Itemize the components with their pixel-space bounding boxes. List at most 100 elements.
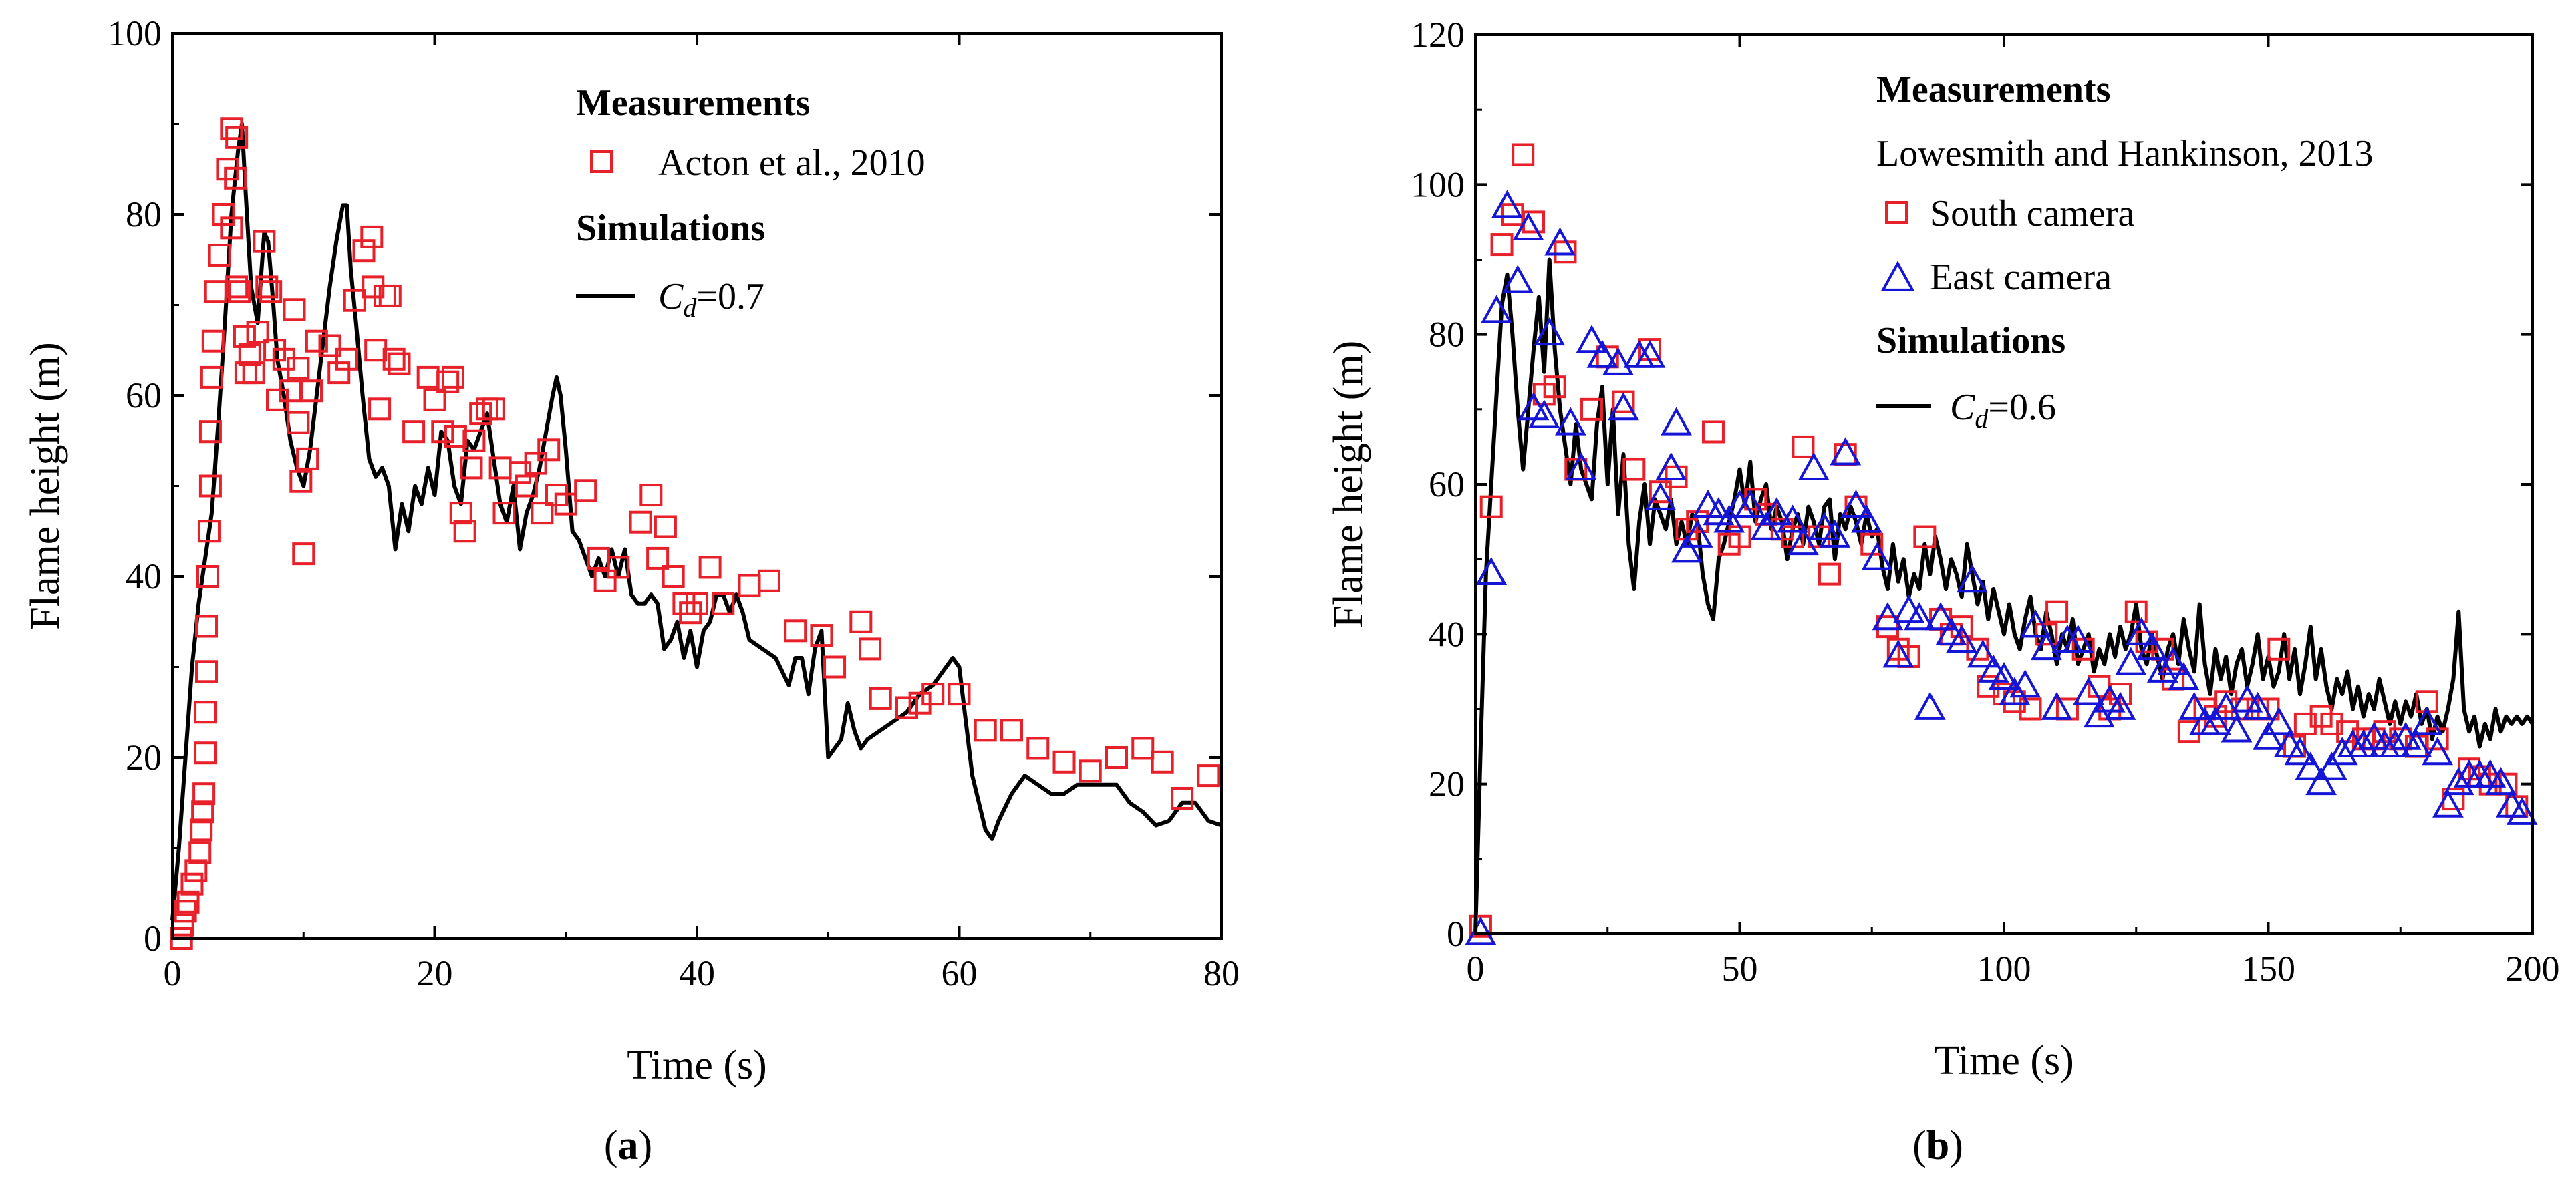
square-marker: [712, 592, 735, 615]
triangle-marker: [2347, 729, 2380, 757]
chart-b-legend-east-label: East camera: [1930, 257, 2112, 298]
chart-b-panel-label: (b): [1912, 1123, 1963, 1168]
triangle-marker: [1787, 527, 1819, 556]
triangle-marker: [2379, 729, 2411, 757]
triangle-marker: [1798, 452, 1830, 480]
triangle-marker: [2083, 699, 2115, 728]
square-marker: [757, 569, 780, 592]
square-marker: [469, 402, 492, 426]
triangle-marker: [1967, 639, 1999, 668]
square-marker: [1512, 143, 1535, 166]
b-x-tick-label: 0: [1467, 949, 1485, 989]
triangle-marker: [2126, 617, 2158, 645]
triangle-marker: [1681, 519, 1713, 548]
square-marker: [462, 429, 486, 452]
square-marker: [225, 126, 249, 149]
square-marker: [859, 637, 882, 661]
square-marker: [318, 334, 341, 357]
chart-a-legend-simulations-header: Simulations: [576, 208, 765, 249]
square-marker: [1171, 786, 1194, 810]
triangle-marker: [1830, 437, 1862, 466]
triangle-marker: [1904, 602, 1935, 631]
square-marker: [1580, 397, 1604, 421]
square-marker: [2214, 690, 2238, 713]
chart-a-legend-simulation-label: Cd=0.7: [658, 276, 764, 323]
square-marker: [921, 683, 945, 706]
triangle-marker: [1534, 317, 1566, 346]
square-marker: [200, 365, 223, 389]
square-marker: [531, 502, 554, 525]
chart-a-panel-letter: a: [618, 1123, 639, 1168]
square-marker: [607, 556, 630, 579]
a-x-tick-label: 60: [942, 953, 978, 993]
triangle-marker: [2115, 647, 2147, 675]
triangle-marker: [1634, 339, 1666, 368]
square-marker: [194, 741, 217, 765]
triangle-marker: [1671, 534, 1703, 563]
square-marker: [869, 687, 892, 710]
triangle-marker: [2506, 796, 2538, 825]
square-marker: [343, 289, 366, 312]
b-y-tick-label: 20: [1429, 764, 1465, 804]
square-marker: [292, 542, 315, 566]
square-marker: [449, 502, 472, 525]
square-marker: [246, 321, 269, 344]
square-marker: [184, 859, 208, 882]
triangle-marker: [2305, 766, 2337, 796]
square-marker: [810, 624, 833, 647]
triangle-marker: [1528, 399, 1560, 428]
square-marker: [195, 615, 219, 638]
square-marker: [1479, 495, 1503, 518]
triangle-marker: [2157, 647, 2189, 675]
a-x-tick-label: 0: [164, 953, 182, 993]
chart-a-panel-label: (a): [604, 1123, 652, 1168]
triangle-marker: [2009, 669, 2041, 698]
square-marker: [515, 474, 538, 498]
chart-a-legend: Measurements Acton et al., 2010 Simulati…: [576, 82, 925, 323]
triangle-marker: [1882, 639, 1914, 668]
square-marker: [283, 298, 306, 321]
chart-b-legend-source-label: Lowesmith and Hankinson, 2013: [1876, 133, 2373, 174]
triangle-marker: [1777, 504, 1808, 533]
triangle-marker: [1481, 295, 1513, 323]
triangle-marker: [2295, 751, 2327, 780]
square-marker: [1792, 435, 1815, 458]
a-x-tick-label: 40: [679, 953, 715, 993]
triangle-marker: [1957, 564, 1988, 593]
square-marker: [574, 479, 597, 502]
square-marker: [2019, 697, 2042, 721]
chart-b-legend-simulation-label: Cd=0.6: [1950, 387, 2056, 434]
square-marker: [593, 569, 617, 592]
square-marker: [287, 357, 310, 380]
series-line: [1473, 257, 2535, 935]
triangle-marker: [2411, 707, 2443, 735]
square-marker: [431, 420, 454, 444]
chart-b-legend-triangle-marker: [1880, 261, 1915, 291]
square-marker: [1612, 390, 1635, 413]
b-y-tick-label: 0: [1447, 914, 1465, 954]
triangle-marker: [2253, 721, 2284, 750]
triangle-marker: [2073, 677, 2104, 705]
triangle-marker: [1602, 347, 1634, 375]
a-y-tick-label: 80: [126, 194, 162, 234]
square-marker: [352, 239, 376, 263]
triangle-marker: [2136, 632, 2168, 661]
square-marker: [646, 546, 670, 570]
square-marker: [289, 470, 313, 493]
square-marker: [1151, 750, 1174, 774]
triangle-marker: [2168, 661, 2200, 691]
square-marker: [378, 284, 402, 307]
cd-symbol: C: [1950, 387, 1975, 428]
square-marker: [1000, 719, 1023, 742]
square-marker: [482, 397, 505, 421]
triangle-marker: [1565, 452, 1597, 480]
square-marker: [368, 397, 392, 421]
square-marker: [423, 388, 446, 411]
square-marker: [212, 203, 235, 226]
triangle-marker: [2422, 737, 2454, 766]
a-x-tick-label: 20: [417, 953, 453, 993]
square-marker: [948, 683, 971, 706]
triangle-marker: [1713, 504, 1745, 533]
triangle-marker: [2178, 691, 2210, 720]
triangle-marker: [1608, 392, 1639, 421]
